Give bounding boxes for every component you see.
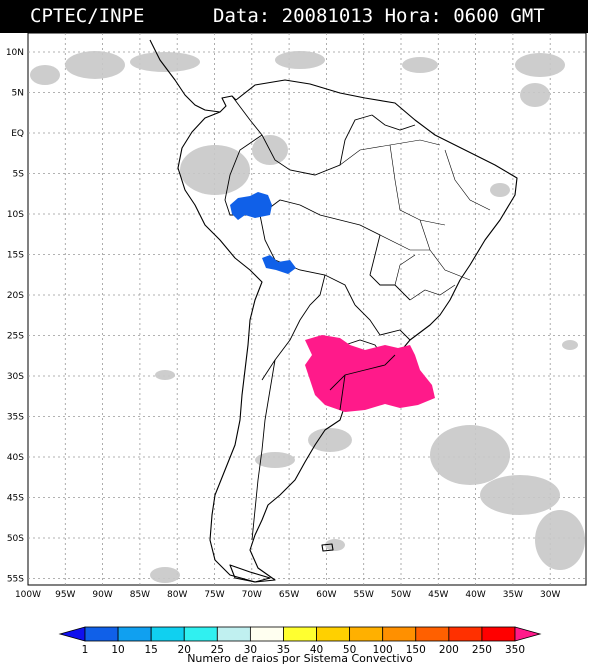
lon-label: 70W [242,590,262,600]
lat-label: 10S [7,210,24,220]
colorbar-tick-label: 15 [144,644,157,656]
lon-label: 45W [428,590,448,600]
colorbar-segment [481,626,516,642]
colorbar-tick-label: 100 [373,644,393,656]
lon-label: 90W [92,590,112,600]
lat-label: 5N [12,89,24,99]
lat-label: 10N [6,48,24,58]
lat-label: EQ [11,129,24,139]
colorbar-tick-label: 350 [505,644,525,656]
graticule [28,33,586,585]
borders-over-cell [329,354,396,411]
map-header: CPTEC/INPE Data: 20081013 Hora: 0600 GMT [0,0,588,33]
lon-label: 60W [316,590,336,600]
source-label: CPTEC/INPE [30,5,145,27]
colorbar-title: Numero de raios por Sistema Convectivo [187,652,413,665]
colorbar-segment [216,626,251,642]
lat-label: 35S [7,413,24,423]
lon-label: 80W [167,590,187,600]
colorbar-segment [58,626,86,642]
falklands [321,543,334,552]
state-borders [339,139,491,301]
coastlines [149,39,518,583]
lon-label: 55W [354,590,374,600]
colorbar-tick-label: 250 [472,644,492,656]
lon-label: 50W [391,590,411,600]
colorbar-segment [117,626,152,642]
lon-label: 35W [503,590,523,600]
colorbar-segment [283,626,317,642]
colorbar-segment [415,626,450,642]
cloud-cover [30,51,585,583]
colorbar-tick-label: 150 [406,644,426,656]
colorbar-segment [316,626,351,642]
lat-label: 25S [7,332,24,342]
colorbar-tick-label: 50 [343,644,356,656]
lon-label: 40W [465,590,485,600]
lon-label: 75W [204,590,224,600]
convective-system-cells [230,192,435,412]
lat-label: 55S [7,575,24,585]
lat-label: 50S [7,534,24,544]
colorbar-tick-label: 20 [178,644,191,656]
colorbar-segment [349,626,384,642]
south-america-coast [177,79,518,583]
central-america-coast [149,39,237,113]
colorbar-tick-label: 200 [439,644,459,656]
lon-label: 95W [55,590,75,600]
colorbar-segment [382,626,417,642]
colorbar-labels: 1 10 15 20 25 30 35 40 50 100 150 200 250 350 [82,644,525,656]
colorbar-tick-label: 10 [111,644,124,656]
cell-southern-brazil [305,335,435,412]
lat-label: 5S [13,170,25,180]
colorbar-segment [249,626,284,642]
datetime-label: Data: 20081013 Hora: 0600 GMT [213,5,545,27]
colorbar-tick-label: 1 [82,644,89,656]
lon-label: 85W [130,590,150,600]
colorbar-segment [183,626,218,642]
lat-label: 15S [7,251,24,261]
lon-label: 100W [15,590,41,600]
tierra-del-fuego [229,564,271,583]
colorbar-tick-label: 35 [277,644,290,656]
cell-bolivia [262,255,296,274]
colorbar-segment [448,626,483,642]
colorbar-segment [84,626,119,642]
lat-label: 20S [7,291,24,301]
colorbar-segment [150,626,185,642]
lat-label: 30S [7,372,24,382]
colorbar-tick-label: 40 [310,644,323,656]
colorbar [58,626,542,642]
colorbar-segment [514,626,542,642]
lon-label: 65W [279,590,299,600]
longitude-labels: 100W 95W 90W 85W 80W 75W 70W 65W 60W 55W 50W 45W 40W… [15,590,561,600]
lat-label: 45S [7,494,24,504]
colorbar-tick-label: 30 [244,644,257,656]
cell-peru-acre [230,192,272,220]
lon-label: 30W [540,590,560,600]
lat-label: 40S [7,453,24,463]
latitude-labels: 10N 5N EQ 5S 10S 15S 20S 25S 30S 35S 40S 45S 50S 55S [6,48,24,585]
colorbar-tick-label: 25 [211,644,224,656]
